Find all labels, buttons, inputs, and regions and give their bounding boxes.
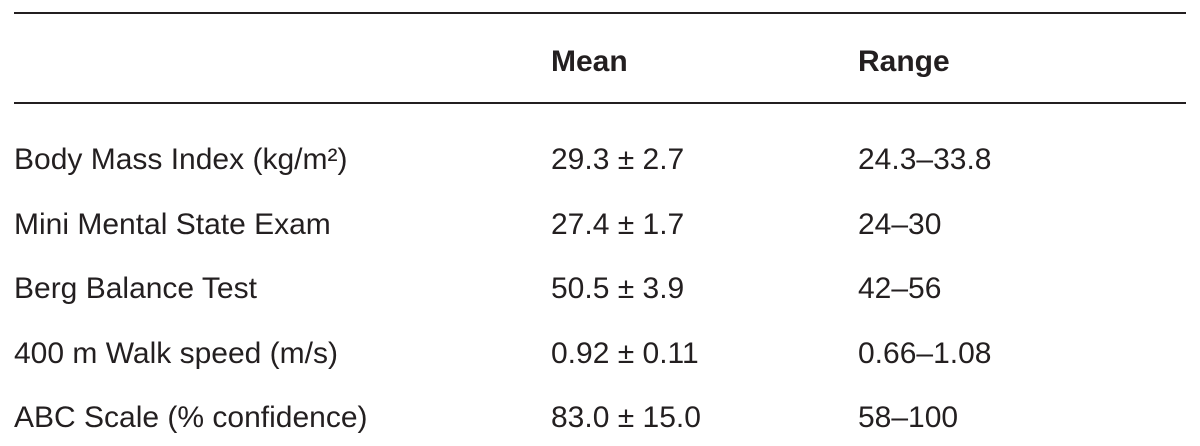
- header-rule: [14, 102, 1186, 104]
- row-label: Mini Mental State Exam: [14, 207, 331, 241]
- top-rule: [14, 12, 1186, 14]
- mean-cell: 27.4 ± 1.7: [551, 207, 685, 241]
- mean-cell: 50.5 ± 3.9: [551, 272, 685, 305]
- mean-cell: 83.0 ± 15.0: [551, 401, 701, 434]
- row-label: Berg Balance Test: [14, 272, 257, 305]
- range-cell: 24.3–33.8: [858, 143, 992, 176]
- row-label: ABC Scale (% confidence): [14, 401, 368, 434]
- range-cell: 24–30: [858, 207, 942, 241]
- row-label: Body Mass Index (kg/m²): [14, 143, 348, 176]
- column-header: Range: [858, 45, 950, 78]
- range-cell: 42–56: [858, 272, 942, 305]
- mean-cell: 0.92 ± 0.11: [551, 336, 699, 370]
- range-cell: 58–100: [858, 401, 959, 434]
- range-cell: 0.66–1.08: [858, 336, 992, 370]
- mean-cell: 29.3 ± 2.7: [551, 143, 685, 176]
- column-header: Mean: [551, 45, 628, 78]
- row-label: 400 m Walk speed (m/s): [14, 336, 338, 370]
